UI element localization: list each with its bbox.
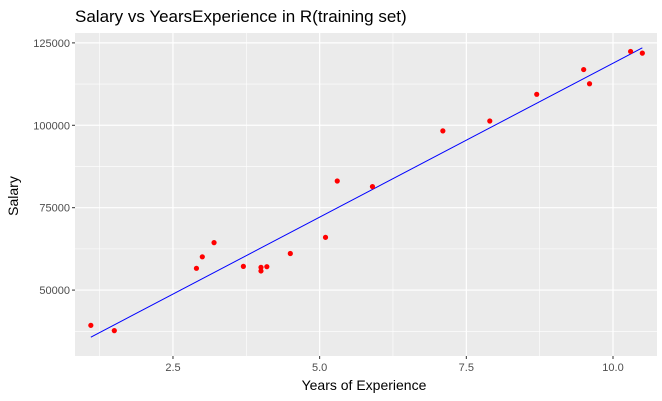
x-tick-label: 5.0 — [312, 362, 327, 374]
y-tick-label: 100000 — [33, 120, 70, 132]
data-point — [586, 81, 593, 87]
regression-line — [90, 47, 643, 338]
x-axis-title: Years of Experience — [302, 377, 427, 393]
plot-panel — [75, 33, 657, 356]
x-tick-label: 7.5 — [459, 362, 474, 374]
data-point — [258, 264, 264, 270]
y-axis-title: Salary — [5, 176, 21, 216]
data-point — [369, 183, 376, 190]
x-tick-label: 10.0 — [602, 362, 623, 374]
x-tick-label: 2.5 — [165, 362, 180, 374]
data-point — [211, 240, 217, 246]
data-point — [639, 50, 645, 56]
data-point — [334, 178, 340, 184]
y-axis-ticks: 50000 75000 100000 125000 — [33, 38, 75, 297]
data-point — [287, 250, 293, 257]
chart-title: Salary vs YearsExperience in R(training … — [75, 7, 407, 26]
data-point — [322, 234, 329, 240]
data-point — [258, 268, 264, 274]
data-point — [440, 128, 446, 134]
regression-line-layer — [90, 47, 643, 338]
data-points — [88, 48, 645, 334]
y-tick-label: 125000 — [33, 38, 70, 50]
data-point — [240, 263, 246, 269]
minor-gridlines — [75, 33, 657, 356]
data-point — [88, 322, 94, 328]
data-point — [264, 264, 270, 270]
major-gridlines — [75, 33, 657, 356]
data-point — [193, 265, 200, 271]
y-tick-label: 50000 — [39, 285, 70, 297]
data-point — [627, 48, 634, 55]
data-point — [111, 328, 117, 334]
data-point — [581, 66, 587, 73]
data-point — [199, 254, 205, 260]
data-point — [534, 91, 540, 97]
y-tick-label: 75000 — [39, 203, 70, 215]
data-point — [487, 118, 493, 124]
x-axis-ticks: 2.5 5.0 7.5 10.0 — [165, 356, 624, 374]
